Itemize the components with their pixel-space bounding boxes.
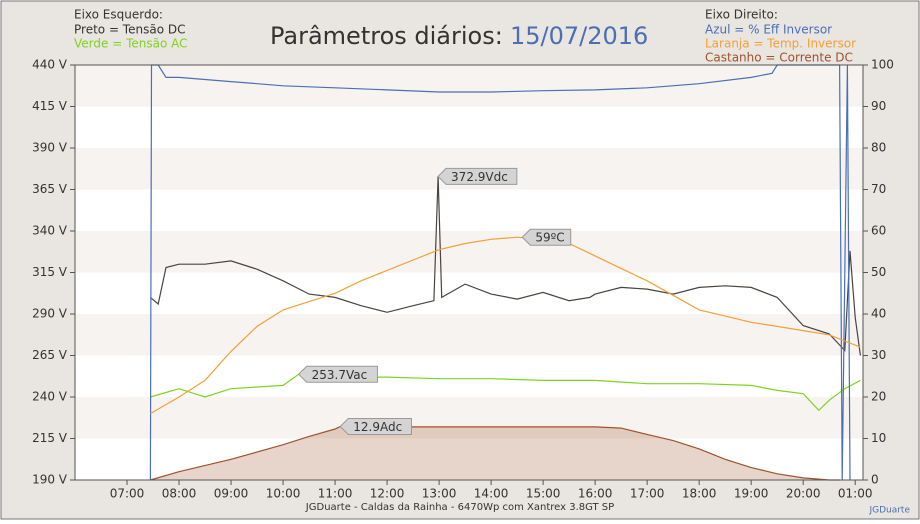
- annotation: 372.9Vdc: [437, 167, 518, 185]
- y2-tick-label: 0: [871, 473, 879, 487]
- legend-entry: Verde = Tensão AC: [74, 37, 187, 51]
- y2-tick-label: 100: [871, 58, 894, 72]
- annotation-label: 253.7Vac: [312, 368, 368, 382]
- chart-title: Parâmetros diários:: [270, 22, 503, 50]
- x-tick-label: 12:00: [370, 487, 405, 501]
- x-tick-label: 10:00: [266, 487, 301, 501]
- annotation-box: [521, 228, 572, 246]
- annotation-label: 12.9Adc: [353, 420, 402, 434]
- grid-band: [75, 231, 863, 273]
- legend-title: Eixo Esquerdo:: [74, 8, 163, 22]
- y2-tick-label: 10: [871, 431, 886, 445]
- y2-tick-label: 70: [871, 182, 886, 196]
- y-tick-label: 440 V: [32, 58, 68, 72]
- x-tick-label: 18:00: [682, 487, 717, 501]
- x-tick-label: 01:00: [838, 487, 873, 501]
- x-tick-label: 19:00: [734, 487, 769, 501]
- y-tick-label: 340 V: [32, 224, 68, 238]
- annotation: 12.9Adc: [339, 417, 412, 435]
- annotation-box: [339, 417, 412, 435]
- y2-tick-label: 80: [871, 141, 886, 155]
- x-tick-label: 13:00: [422, 487, 457, 501]
- x-tick-label: 09:00: [214, 487, 249, 501]
- y-tick-label: 215 V: [32, 431, 68, 445]
- x-tick-label: 20:00: [786, 487, 821, 501]
- x-tick-label: 15:00: [526, 487, 561, 501]
- legend-entry: Castanho = Corrente DC: [705, 51, 853, 65]
- y2-tick-label: 60: [871, 224, 886, 238]
- y-tick-label: 190 V: [32, 473, 68, 487]
- x-tick-label: 11:00: [318, 487, 353, 501]
- x-tick-label: 14:00: [474, 487, 509, 501]
- series-line: [150, 425, 840, 481]
- legend-entry: Preto = Tensão DC: [74, 23, 185, 37]
- x-tick-label: 08:00: [162, 487, 197, 501]
- y2-tick-label: 30: [871, 348, 886, 362]
- y2-tick-label: 40: [871, 307, 886, 321]
- x-tick-label: 16:00: [578, 487, 613, 501]
- y2-tick-label: 50: [871, 265, 886, 279]
- series-line: [150, 176, 861, 356]
- plot-frame: [74, 64, 864, 481]
- y-tick-label: 365 V: [32, 182, 68, 196]
- grid-band: [75, 314, 863, 356]
- annotation-box: [297, 365, 378, 383]
- annotation-label: 372.9Vdc: [451, 170, 508, 184]
- grid-band: [75, 65, 863, 107]
- series-line: [150, 373, 861, 412]
- chart-subtitle: 15/07/2016: [510, 22, 648, 50]
- footer: JGDuarte - Caldas da Rainha - 6470Wp com…: [305, 502, 614, 513]
- x-tick-label: 17:00: [630, 487, 665, 501]
- area: [150, 426, 840, 480]
- y2-tick-label: 90: [871, 99, 886, 113]
- y-tick-label: 290 V: [32, 307, 68, 321]
- grid-band: [75, 397, 863, 439]
- y-tick-label: 315 V: [32, 265, 68, 279]
- legend-title: Eixo Direito:: [705, 8, 778, 22]
- credit: JGDuarte: [868, 506, 910, 516]
- y-tick-label: 415 V: [32, 99, 68, 113]
- y2-tick-label: 20: [871, 390, 886, 404]
- y-tick-label: 265 V: [32, 348, 68, 362]
- y-tick-label: 390 V: [32, 141, 68, 155]
- series-line: [150, 236, 861, 415]
- annotation-label: 59ºC: [535, 231, 564, 245]
- x-tick-label: 07:00: [110, 487, 145, 501]
- legend-entry: Azul = % Eff Inversor: [705, 23, 832, 37]
- annotation: 59ºC: [521, 228, 572, 246]
- y-tick-label: 240 V: [32, 390, 68, 404]
- annotation-box: [437, 167, 518, 185]
- legend-entry: Laranja = Temp. Inversor: [705, 37, 856, 51]
- annotation: 253.7Vac: [297, 365, 378, 383]
